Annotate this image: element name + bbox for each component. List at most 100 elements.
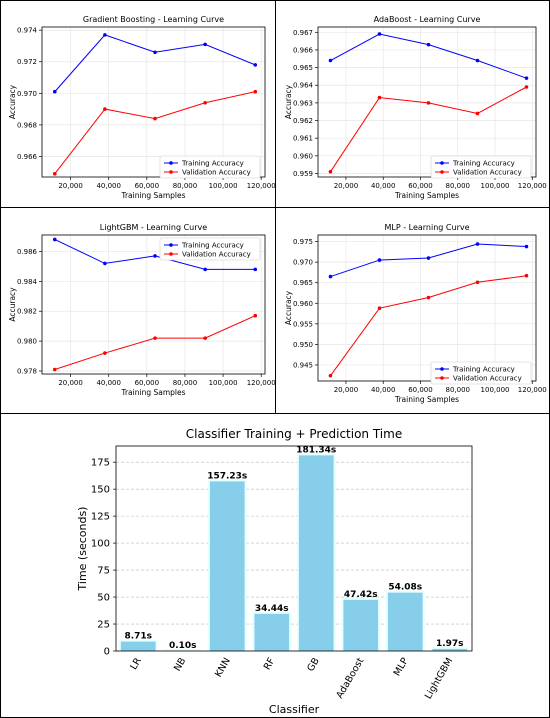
legend-marker: [440, 376, 444, 380]
data-point: [103, 261, 107, 266]
legend-label: Training Accuracy: [452, 160, 515, 168]
data-point: [153, 254, 157, 258]
y-tick-label: 100: [91, 539, 110, 550]
x-tick-label: 60,000: [408, 386, 433, 394]
bar-value-label: 1.97s: [436, 639, 464, 649]
data-point: [377, 258, 382, 262]
y-tick-label: 25: [97, 620, 110, 631]
chart-lightgbm: 20,000 40,000 60,000 80,000 100,000 120,000 0.…: [8, 223, 276, 397]
bar-mlp: [387, 592, 423, 651]
plot-frame: [115, 445, 473, 652]
x-tick-label: 80,000: [173, 379, 198, 387]
data-point: [253, 89, 258, 94]
data-point: [203, 42, 207, 47]
data-point: [203, 100, 207, 105]
data-point: [426, 42, 431, 47]
y-tick-label: 0.982: [17, 308, 37, 316]
data-point: [253, 63, 258, 67]
data-point: [253, 313, 258, 318]
plot-frame: [41, 234, 266, 375]
data-point: [203, 336, 207, 340]
y-tick-label: 0.967: [293, 29, 313, 37]
bar-value-label: 157.23s: [207, 471, 247, 481]
y-tick-label: 0.966: [17, 153, 38, 161]
y-tick-label: 0.968: [17, 121, 37, 129]
y-tick-label: 75: [97, 566, 110, 577]
data-point: [377, 306, 382, 311]
y-tick-label: 0.970: [17, 90, 37, 98]
y-axis-label: Accuracy: [284, 84, 293, 119]
legend-label: Training Accuracy: [452, 366, 515, 374]
x-tick-label: 80,000: [445, 386, 470, 394]
data-point: [524, 76, 529, 80]
bar-lightgbm: [432, 648, 468, 651]
legend-marker: [169, 161, 173, 165]
legend-box: [159, 237, 261, 261]
data-point: [253, 267, 258, 272]
y-tick-label: 125: [91, 512, 110, 523]
x-tick-label: 20,000: [334, 386, 359, 394]
x-tick-label: 40,000: [371, 386, 396, 394]
x-tick-label: 80,000: [173, 182, 198, 190]
legend-box: [430, 155, 532, 179]
x-tick-label: 120,000: [247, 182, 276, 190]
y-tick-label: 0.966: [293, 46, 314, 54]
y-tick-label: 0.984: [17, 278, 38, 286]
data-point: [426, 101, 431, 105]
y-axis-label: Accuracy: [284, 290, 293, 325]
x-tick-label: 20,000: [58, 379, 83, 387]
data-point: [103, 351, 107, 355]
bar-value-label: 47.42s: [344, 590, 378, 600]
chart-title: Gradient Boosting - Learning Curve: [83, 15, 224, 24]
data-point: [328, 274, 333, 279]
data-point: [524, 244, 529, 249]
data-point: [377, 95, 382, 100]
y-axis-label: Accuracy: [8, 287, 17, 322]
x-axis-label: Training Samples: [394, 191, 459, 200]
data-point: [524, 85, 529, 89]
y-tick-label: 0.978: [17, 368, 37, 376]
y-tick-label: 0.972: [17, 58, 37, 66]
y-tick-label: 0.945: [293, 361, 313, 369]
plot-frame: [41, 26, 266, 178]
y-axis-label: Time (seconds): [76, 507, 89, 592]
y-tick-label: 0.960: [293, 300, 313, 308]
bar-knn: [209, 481, 245, 651]
x-tick-label: 40,000: [371, 182, 396, 190]
x-tick-label: 120,000: [518, 386, 547, 394]
x-axis-label: Training Samples: [394, 395, 459, 404]
chart-gradient-boosting: 20,000 40,000 60,000 80,000 100,000 120,000 0.…: [8, 15, 276, 200]
y-tick-label: 0.950: [293, 341, 313, 349]
y-tick-label: 0.962: [293, 117, 313, 125]
x-tick-label: 80,000: [445, 182, 470, 190]
legend-box: [430, 361, 532, 385]
y-tick-label: 0.970: [293, 259, 313, 267]
y-tick-label: 0.955: [293, 320, 313, 328]
x-tick-label: 100,000: [209, 379, 238, 387]
data-point: [153, 336, 157, 340]
x-tick-label: 100,000: [209, 182, 238, 190]
legend-box: [159, 155, 261, 179]
bar-glow: [163, 648, 203, 651]
data-point: [524, 273, 529, 278]
y-tick-label: 0.975: [293, 238, 313, 246]
y-tick-label: 175: [91, 458, 110, 469]
legend-label: Validation Accuracy: [182, 251, 251, 259]
data-point: [475, 280, 480, 285]
x-tick-label: LR: [128, 656, 144, 672]
data-point: [475, 242, 480, 246]
y-axis-label: Accuracy: [8, 84, 17, 119]
x-tick-label: 20,000: [334, 182, 359, 190]
x-tick-label: 60,000: [408, 182, 433, 190]
data-point: [103, 107, 107, 111]
x-tick-label: 100,000: [481, 386, 510, 394]
y-tick-label: 0.980: [17, 338, 37, 346]
bar-value-label: 8.71s: [124, 632, 152, 642]
y-tick-label: 0.965: [293, 64, 313, 72]
x-tick-label: 60,000: [135, 379, 160, 387]
bar-adaboost: [343, 599, 379, 651]
